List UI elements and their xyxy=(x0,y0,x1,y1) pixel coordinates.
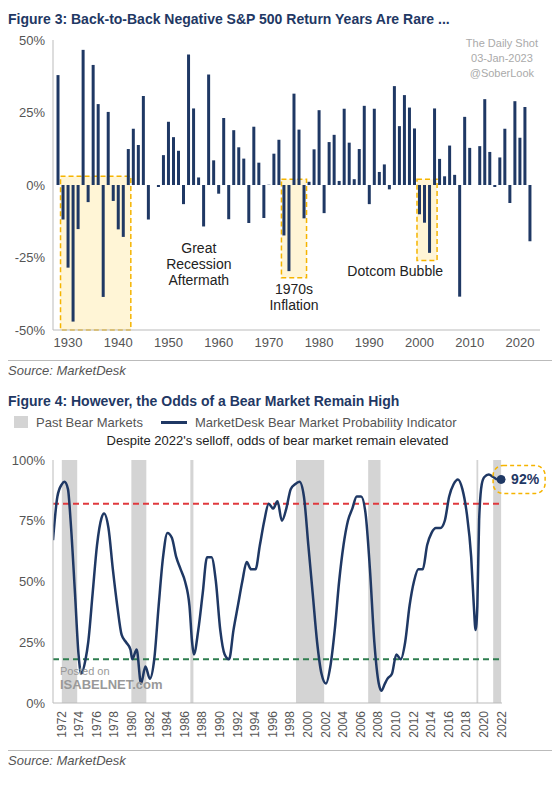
svg-text:-50%: -50% xyxy=(15,323,46,338)
html-text:Past Bear Markets: Past Bear Markets xyxy=(36,414,143,430)
svg-text:-25%: -25% xyxy=(15,250,46,265)
svg-text:50%: 50% xyxy=(19,574,45,589)
svg-text:50%: 50% xyxy=(19,33,45,48)
svg-text:GreatRecessionAftermath: GreatRecessionAftermath xyxy=(166,240,231,288)
svg-text:1992: 1992 xyxy=(231,711,245,738)
svg-text:92%: 92% xyxy=(511,471,540,487)
svg-text:1990: 1990 xyxy=(213,711,227,738)
svg-text:0%: 0% xyxy=(26,178,45,193)
svg-text:1972: 1972 xyxy=(55,711,69,738)
svg-text:2020: 2020 xyxy=(477,711,491,738)
svg-text:1930: 1930 xyxy=(54,335,83,350)
svg-text:2010: 2010 xyxy=(389,711,403,738)
svg-text:2020: 2020 xyxy=(505,335,534,350)
svg-text:1988: 1988 xyxy=(195,711,209,738)
svg-text:2018: 2018 xyxy=(460,711,474,738)
svg-text:2022: 2022 xyxy=(495,711,509,738)
svg-text:1994: 1994 xyxy=(248,711,262,738)
svg-text:2016: 2016 xyxy=(442,711,456,738)
svg-text:1980: 1980 xyxy=(125,711,139,738)
html-text:Figure 3: Back-to-Back Negativ: Figure 3: Back-to-Back Negative S&P 500 … xyxy=(8,11,450,27)
svg-text:1976: 1976 xyxy=(90,711,104,738)
svg-text:75%: 75% xyxy=(19,513,45,528)
html-text:03-Jan-2023: 03-Jan-2023 xyxy=(471,52,533,64)
svg-text:1960: 1960 xyxy=(204,335,233,350)
svg-text:2012: 2012 xyxy=(407,711,421,738)
html-text:@SoberLook: @SoberLook xyxy=(469,67,535,79)
svg-text:1998: 1998 xyxy=(283,711,297,738)
svg-text:25%: 25% xyxy=(19,105,45,120)
html-text:Source: MarketDesk: Source: MarketDesk xyxy=(8,753,126,768)
svg-text:1950: 1950 xyxy=(154,335,183,350)
html-text:Despite 2022's selloff, odds o: Despite 2022's selloff, odds of bear mar… xyxy=(106,433,449,448)
svg-text:2006: 2006 xyxy=(354,711,368,738)
svg-text:2000: 2000 xyxy=(405,335,434,350)
svg-text:2002: 2002 xyxy=(319,711,333,738)
svg-text:1996: 1996 xyxy=(266,711,280,738)
svg-text:2004: 2004 xyxy=(336,711,350,738)
html-text:Posted on: Posted on xyxy=(60,665,110,677)
svg-text:1990: 1990 xyxy=(355,335,384,350)
html-text:Source: MarketDesk: Source: MarketDesk xyxy=(8,363,126,378)
svg-text:1984: 1984 xyxy=(160,711,174,738)
svg-text:1940: 1940 xyxy=(104,335,133,350)
svg-text:Dotcom Bubble: Dotcom Bubble xyxy=(347,263,443,279)
svg-text:0%: 0% xyxy=(26,696,45,711)
svg-text:1978: 1978 xyxy=(107,711,121,738)
svg-text:2000: 2000 xyxy=(301,711,315,738)
svg-text:1982: 1982 xyxy=(143,711,157,738)
svg-text:100%: 100% xyxy=(12,453,46,468)
svg-text:2014: 2014 xyxy=(424,711,438,738)
svg-text:1974: 1974 xyxy=(72,711,86,738)
html-text:ISABELNET.com: ISABELNET.com xyxy=(60,677,163,692)
svg-text:2008: 2008 xyxy=(371,711,385,738)
svg-text:25%: 25% xyxy=(19,635,45,650)
svg-text:1970sInflation: 1970sInflation xyxy=(269,281,318,313)
html-text:Figure 4: However, the Odds of: Figure 4: However, the Odds of a Bear Ma… xyxy=(8,393,400,409)
html-text:MarketDesk Bear Market Probabi: MarketDesk Bear Market Probability Indic… xyxy=(194,414,457,430)
svg-text:1970: 1970 xyxy=(254,335,283,350)
svg-text:1980: 1980 xyxy=(305,335,334,350)
html-text:The Daily Shot: The Daily Shot xyxy=(465,37,538,49)
svg-text:2010: 2010 xyxy=(455,335,484,350)
svg-text:1986: 1986 xyxy=(178,711,192,738)
